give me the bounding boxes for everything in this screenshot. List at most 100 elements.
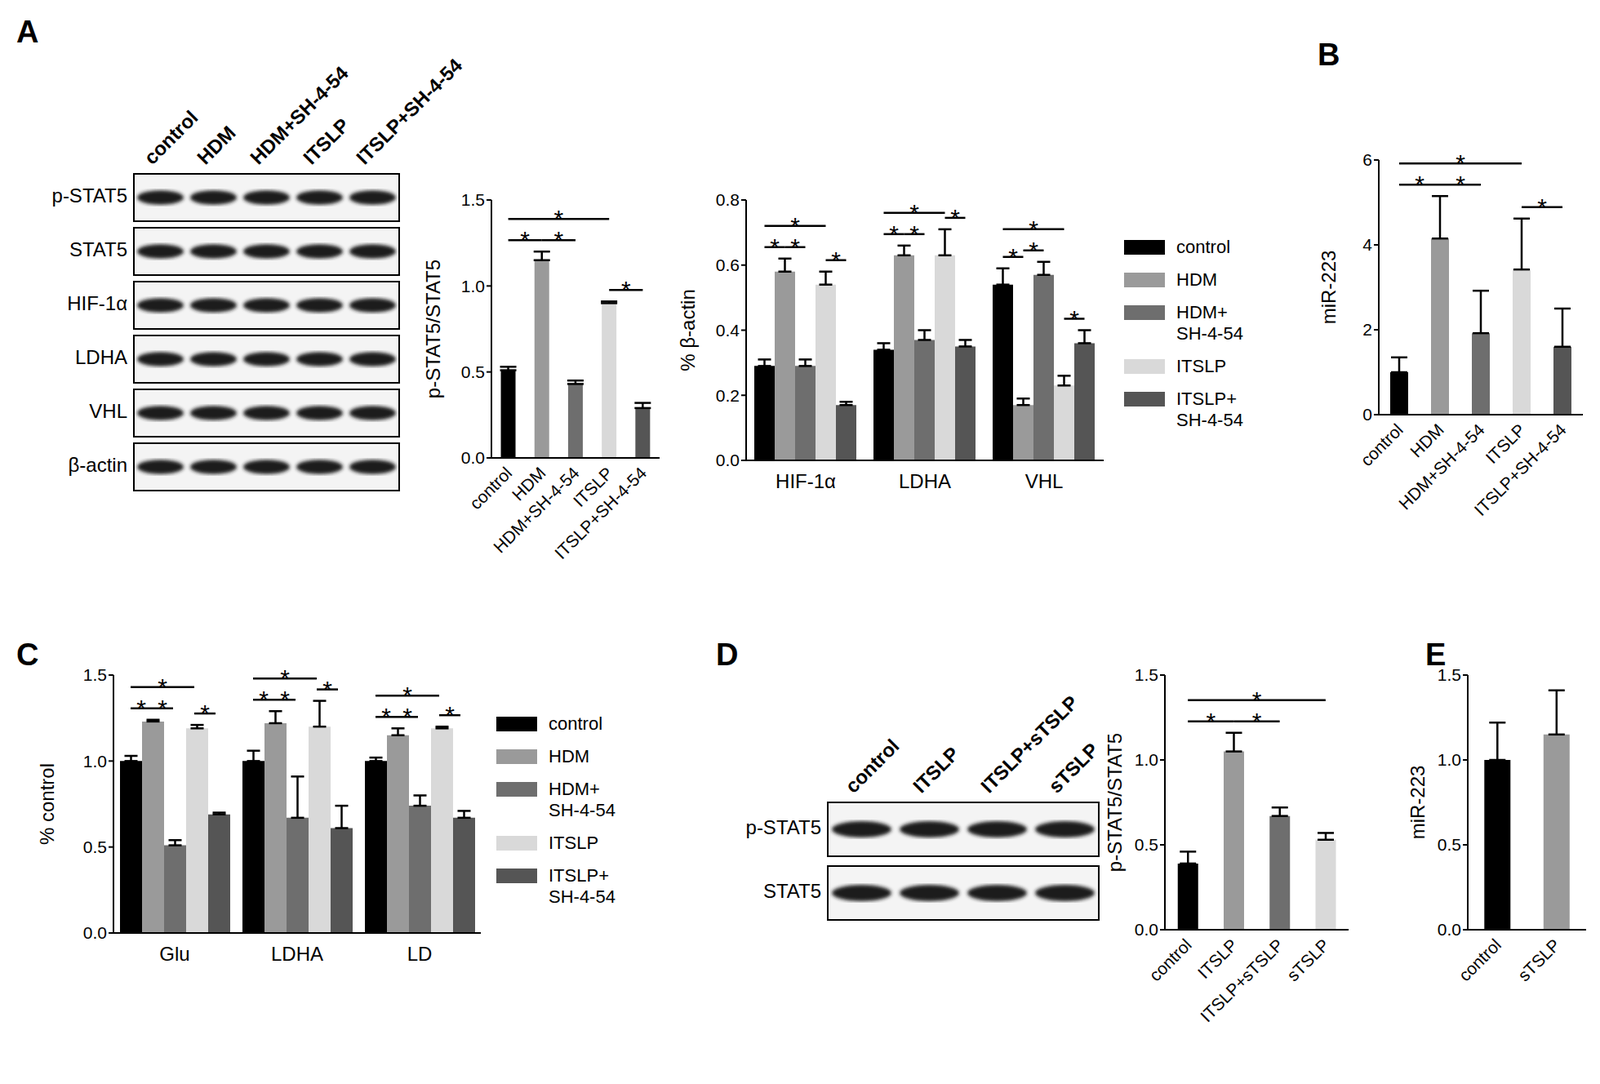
- svg-text:HIF-1α: HIF-1α: [66, 292, 128, 315]
- svg-text:*: *: [1252, 686, 1263, 714]
- svg-text:p-STAT5/STAT5: p-STAT5/STAT5: [422, 259, 445, 399]
- svg-text:*: *: [520, 226, 530, 254]
- svg-text:1.5: 1.5: [1437, 665, 1462, 685]
- svg-text:*: *: [402, 702, 413, 730]
- svg-text:LDHA: LDHA: [271, 942, 324, 965]
- svg-text:control: control: [1145, 935, 1196, 986]
- svg-text:*: *: [888, 220, 899, 248]
- svg-text:1.5: 1.5: [461, 190, 485, 209]
- svg-text:*: *: [554, 226, 565, 254]
- svg-text:0.0: 0.0: [83, 923, 107, 943]
- svg-text:*: *: [554, 204, 565, 232]
- svg-text:*: *: [790, 212, 800, 240]
- svg-text:VHL: VHL: [1025, 470, 1064, 493]
- svg-text:control: control: [466, 463, 516, 514]
- svg-text:*: *: [831, 246, 841, 274]
- svg-text:% β-actin: % β-actin: [676, 288, 699, 372]
- svg-text:1.5: 1.5: [83, 665, 107, 685]
- svg-text:0.5: 0.5: [1134, 835, 1159, 854]
- svg-text:HDM: HDM: [192, 121, 240, 169]
- svg-text:LD: LD: [407, 942, 433, 965]
- svg-text:0.0: 0.0: [461, 448, 485, 467]
- svg-text:B: B: [1317, 37, 1340, 72]
- svg-text:control: control: [1454, 935, 1505, 986]
- svg-text:*: *: [157, 673, 168, 701]
- svg-text:*: *: [1455, 170, 1466, 198]
- svg-text:*: *: [136, 694, 147, 722]
- svg-text:0.5: 0.5: [83, 837, 107, 857]
- svg-text:D: D: [715, 637, 738, 672]
- svg-text:miR-223: miR-223: [1406, 765, 1429, 840]
- svg-text:0.0: 0.0: [1134, 920, 1159, 939]
- svg-text:*: *: [1028, 236, 1039, 264]
- svg-text:STAT5: STAT5: [69, 238, 128, 261]
- svg-text:0.0: 0.0: [1437, 920, 1462, 939]
- svg-text:*: *: [1008, 243, 1018, 271]
- svg-text:1.0: 1.0: [1134, 750, 1159, 769]
- svg-text:*: *: [790, 233, 800, 261]
- svg-text:p-STAT5: p-STAT5: [746, 816, 822, 839]
- svg-text:p-STAT5: p-STAT5: [52, 184, 128, 207]
- svg-text:p-STAT5/STAT5: p-STAT5/STAT5: [1103, 733, 1126, 872]
- svg-text:1.5: 1.5: [1134, 665, 1159, 685]
- svg-text:1.0: 1.0: [1437, 750, 1462, 769]
- svg-text:ITSLP+SH-4-54: ITSLP+SH-4-54: [551, 462, 651, 563]
- svg-text:*: *: [621, 275, 632, 303]
- svg-text:control: control: [139, 106, 203, 169]
- svg-text:% control: % control: [35, 763, 58, 845]
- svg-text:Glu: Glu: [159, 942, 190, 965]
- svg-text:ITSLP+SH-4-54: ITSLP+SH-4-54: [1470, 419, 1570, 520]
- svg-text:1.0: 1.0: [83, 751, 107, 771]
- svg-text:HIF-1α: HIF-1α: [775, 470, 836, 493]
- svg-text:*: *: [444, 701, 455, 729]
- svg-text:*: *: [1069, 305, 1080, 333]
- svg-text:sTSLP: sTSLP: [1514, 935, 1565, 986]
- svg-text:STAT5: STAT5: [763, 880, 822, 903]
- svg-text:β-actin: β-actin: [68, 453, 129, 476]
- svg-text:A: A: [16, 14, 39, 49]
- svg-text:*: *: [1455, 149, 1466, 177]
- svg-text:2: 2: [1362, 320, 1373, 339]
- svg-text:*: *: [1205, 707, 1216, 735]
- svg-text:*: *: [1028, 215, 1039, 243]
- svg-text:ITSLP+SH-4-54: ITSLP+SH-4-54: [351, 53, 467, 169]
- svg-text:*: *: [769, 233, 780, 261]
- svg-text:*: *: [322, 675, 333, 703]
- svg-text:sTSLP: sTSLP: [1283, 935, 1334, 986]
- svg-text:VHL: VHL: [88, 400, 128, 423]
- svg-text:0.8: 0.8: [715, 190, 740, 209]
- svg-text:*: *: [1414, 170, 1425, 198]
- svg-text:0.4: 0.4: [715, 320, 741, 340]
- svg-text:*: *: [381, 702, 392, 730]
- svg-text:LDHA: LDHA: [898, 470, 952, 493]
- svg-text:*: *: [258, 685, 269, 713]
- svg-text:*: *: [950, 204, 960, 232]
- svg-text:0.5: 0.5: [461, 362, 485, 382]
- svg-text:4: 4: [1362, 235, 1373, 254]
- svg-text:0.5: 0.5: [1437, 835, 1462, 854]
- svg-text:*: *: [280, 685, 290, 713]
- svg-text:ITSLP: ITSLP: [298, 113, 354, 169]
- svg-text:*: *: [157, 694, 168, 722]
- svg-text:0: 0: [1362, 404, 1373, 424]
- svg-text:*: *: [402, 681, 413, 709]
- svg-text:*: *: [280, 664, 290, 692]
- svg-text:*: *: [200, 699, 210, 727]
- svg-text:6: 6: [1362, 150, 1373, 169]
- svg-text:0.6: 0.6: [715, 255, 740, 275]
- svg-text:sTSLP: sTSLP: [1044, 738, 1103, 798]
- svg-text:*: *: [1252, 707, 1263, 735]
- svg-text:*: *: [909, 220, 920, 248]
- svg-text:control: control: [1356, 420, 1407, 471]
- svg-text:0.0: 0.0: [715, 450, 740, 470]
- svg-text:miR-223: miR-223: [1317, 250, 1340, 325]
- svg-text:LDHA: LDHA: [75, 346, 128, 369]
- svg-text:1.0: 1.0: [461, 276, 485, 296]
- svg-text:control: control: [840, 734, 904, 798]
- svg-text:HDM+SH-4-54: HDM+SH-4-54: [1395, 419, 1489, 513]
- svg-text:ITSLP+sTSLP: ITSLP+sTSLP: [1196, 935, 1288, 1027]
- svg-text:ITSLP: ITSLP: [908, 742, 964, 797]
- svg-text:C: C: [16, 637, 39, 672]
- svg-text:*: *: [909, 199, 920, 227]
- svg-text:HDM+SH-4-54: HDM+SH-4-54: [245, 61, 353, 169]
